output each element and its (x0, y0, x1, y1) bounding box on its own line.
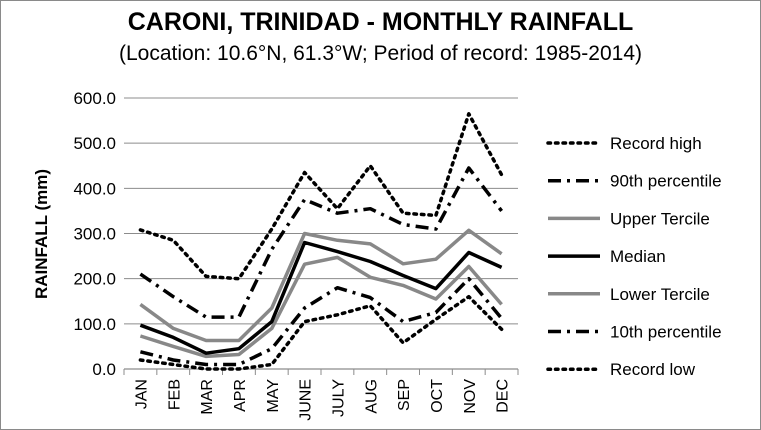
y-tick-label: 300.0 (73, 225, 116, 244)
x-tick-label: NOV (462, 379, 479, 414)
chart-subtitle: (Location: 10.6°N, 61.3°W; Period of rec… (118, 42, 643, 65)
x-tick-label: SEP (396, 379, 413, 411)
series-line-record-low (138, 294, 504, 371)
legend: Record high 90th percentile Upper Tercile M… (546, 134, 722, 379)
series-line-record-high (138, 112, 504, 281)
chart-title: CARONI, TRINIDAD - MONTHLY RAINFALL (127, 8, 634, 36)
y-tick-label: 500.0 (73, 134, 116, 153)
legend-label: Record low (610, 360, 696, 379)
legend-label: Median (610, 247, 666, 266)
legend-label: Upper Tercile (610, 209, 710, 228)
x-tick-label: DEC (495, 379, 512, 413)
legend-label: 10th percentile (610, 323, 722, 342)
x-tick-label: MAR (199, 379, 216, 415)
series-line-lower-tercile (139, 255, 503, 359)
y-tick-label: 0.0 (92, 360, 116, 379)
x-tick-label: JAN (133, 379, 150, 409)
series-line-median (139, 240, 503, 355)
legend-label: 90th percentile (610, 172, 722, 191)
axes: 0.0 100.0 200.0 300.0 400.0 500.0 600.0 JAN FEB M… (73, 89, 519, 421)
x-tick-label: FEB (166, 379, 183, 410)
x-tick-label: MAY (265, 379, 282, 413)
y-tick-label: 200.0 (73, 270, 116, 289)
series-line-90th-percentile (139, 166, 503, 319)
y-tick-label: 600.0 (73, 89, 116, 108)
y-tick-label: 400.0 (73, 179, 116, 198)
x-tick-label: OCT (429, 379, 446, 413)
legend-label: Record high (610, 134, 702, 153)
legend-label: Lower Tercile (610, 285, 710, 304)
y-tick-label: 100.0 (73, 315, 116, 334)
y-axis-title: RAINFALL (mm) (32, 169, 51, 299)
series-lines (138, 112, 504, 371)
x-tick-label: JULY (330, 379, 347, 417)
x-tick-label: APR (232, 379, 249, 412)
x-tick-label: AUG (363, 379, 380, 414)
series-line-10th-percentile (139, 276, 503, 367)
x-tick-label: JUNE (298, 379, 315, 421)
series-line-upper-tercile (139, 228, 503, 343)
